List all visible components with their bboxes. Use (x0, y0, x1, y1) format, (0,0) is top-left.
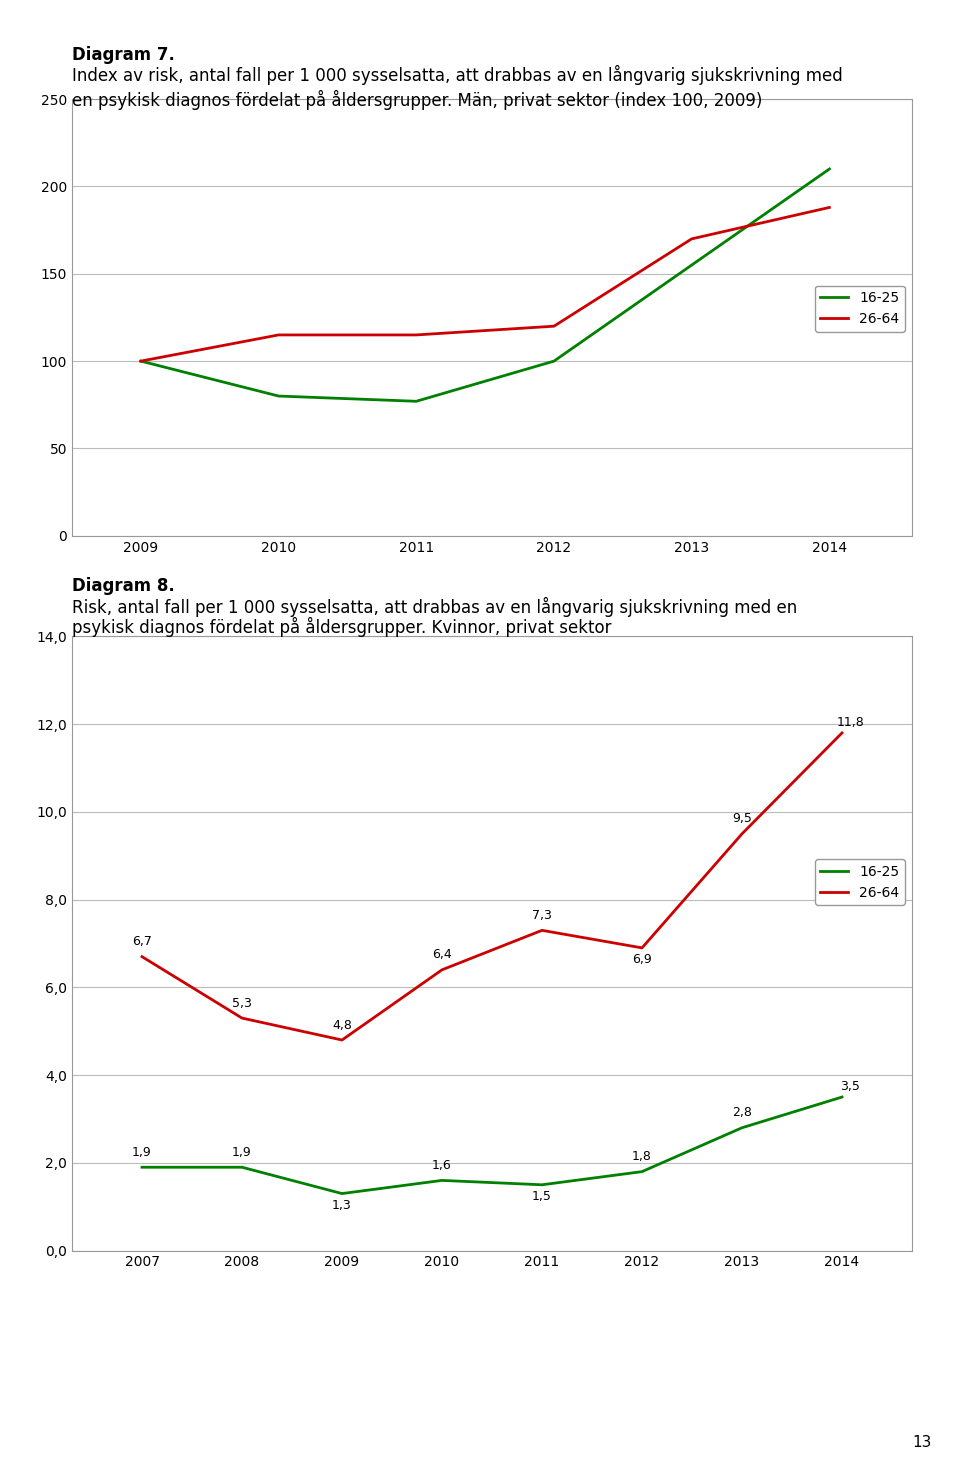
Text: 1,9: 1,9 (132, 1146, 152, 1159)
Text: Risk, antal fall per 1 000 sysselsatta, att drabbas av en långvarig sjukskrivnin: Risk, antal fall per 1 000 sysselsatta, … (72, 596, 797, 617)
Text: 3,5: 3,5 (840, 1080, 860, 1092)
Text: Diagram 8.: Diagram 8. (72, 577, 175, 595)
Text: 9,5: 9,5 (732, 813, 752, 826)
Text: 13: 13 (912, 1436, 931, 1450)
Text: psykisk diagnos fördelat på åldersgrupper. Kvinnor, privat sektor: psykisk diagnos fördelat på åldersgruppe… (72, 617, 612, 638)
Text: 4,8: 4,8 (332, 1018, 352, 1032)
Text: Diagram 7.: Diagram 7. (72, 46, 175, 64)
Text: 1,5: 1,5 (532, 1190, 552, 1203)
Text: en psykisk diagnos fördelat på åldersgrupper. Män, privat sektor (index 100, 200: en psykisk diagnos fördelat på åldersgru… (72, 90, 762, 111)
Text: 1,8: 1,8 (632, 1150, 652, 1163)
Text: 1,3: 1,3 (332, 1199, 352, 1212)
Text: 1,6: 1,6 (432, 1159, 452, 1172)
Text: 11,8: 11,8 (836, 716, 864, 728)
Text: 1,9: 1,9 (232, 1146, 252, 1159)
Text: 6,4: 6,4 (432, 949, 452, 962)
Text: 2,8: 2,8 (732, 1107, 752, 1119)
Text: 6,7: 6,7 (132, 935, 152, 949)
Legend: 16-25, 26-64: 16-25, 26-64 (815, 286, 905, 332)
Legend: 16-25, 26-64: 16-25, 26-64 (815, 858, 905, 906)
Text: 7,3: 7,3 (532, 909, 552, 922)
Text: 6,9: 6,9 (632, 953, 652, 966)
Text: 5,3: 5,3 (232, 996, 252, 1009)
Text: Index av risk, antal fall per 1 000 sysselsatta, att drabbas av en långvarig sju: Index av risk, antal fall per 1 000 syss… (72, 65, 843, 86)
